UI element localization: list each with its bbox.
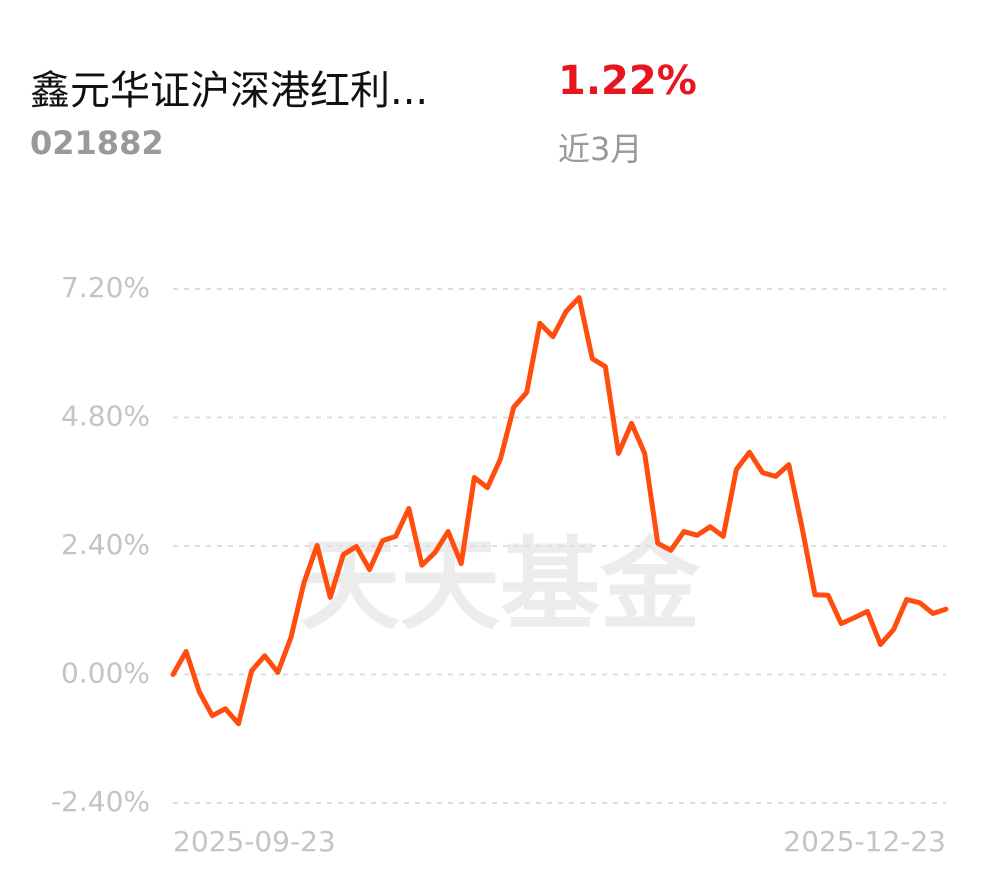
y-tick-label: 2.40% — [61, 528, 150, 561]
fund-name: 鑫元华证沪深港红利... — [30, 68, 429, 114]
data-line — [170, 295, 949, 727]
x-tick-label: 2025-12-23 — [783, 825, 946, 858]
watermark: 天天基金 — [300, 526, 701, 643]
y-tick-label: 7.20% — [61, 271, 150, 304]
y-tick-label: 0.00% — [61, 657, 150, 690]
period-label: 近3月 — [558, 130, 643, 168]
y-tick-label: -2.40% — [51, 785, 150, 818]
y-tick-label: 4.80% — [61, 400, 150, 433]
return-value: 1.22% — [558, 58, 697, 104]
x-tick-label: 2025-09-23 — [173, 825, 336, 858]
fund-code: 021882 — [30, 124, 164, 162]
